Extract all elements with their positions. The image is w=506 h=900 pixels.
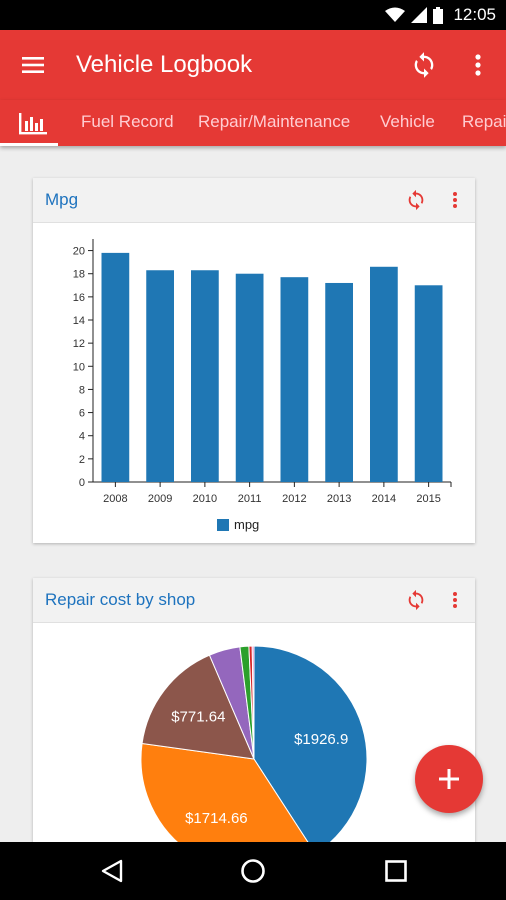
- more-vert-icon[interactable]: [447, 589, 463, 611]
- tab-charts[interactable]: [0, 100, 58, 146]
- mpg-bar: [280, 277, 309, 482]
- wifi-icon: [385, 7, 406, 22]
- mpg-bar: [325, 282, 353, 482]
- y-tick-label: 12: [73, 338, 85, 350]
- tab-bar: Fuel Record Repair/Maintenance Vehicle R…: [0, 100, 506, 146]
- y-tick-label: 18: [73, 269, 85, 281]
- home-icon[interactable]: [240, 858, 266, 884]
- add-fab-button[interactable]: [415, 745, 483, 813]
- status-bar: 12:05: [0, 0, 506, 30]
- x-tick-label: 2012: [282, 493, 306, 505]
- x-tick-label: 2015: [416, 493, 440, 505]
- sync-icon[interactable]: [410, 51, 438, 79]
- back-icon[interactable]: [100, 859, 124, 883]
- mpg-card-title: Mpg: [45, 190, 79, 209]
- legend-label: mpg: [234, 517, 259, 532]
- tab-repair[interactable]: Repair: [462, 112, 506, 131]
- pie-slice: [141, 654, 255, 760]
- y-tick-label: 0: [79, 477, 85, 489]
- app-title: Vehicle Logbook: [76, 51, 253, 78]
- bar-chart-icon: [19, 113, 47, 135]
- y-tick-label: 14: [73, 315, 85, 327]
- refresh-icon[interactable]: [405, 589, 427, 611]
- mpg-bar-chart: 0 2 4 6 8 10 12 14 16 18 20 2008 2009 2010 2011 2012 201…: [73, 239, 452, 532]
- tab-selected-indicator: [0, 143, 58, 146]
- plus-icon: [439, 769, 459, 789]
- repair-cost-card: Repair cost by shop $1926.9 $1714.66 $771.…: [33, 578, 475, 858]
- pie-slice-label: $1714.66: [185, 810, 248, 827]
- y-tick-label: 8: [79, 384, 85, 396]
- mpg-bar: [235, 273, 264, 482]
- mpg-bar: [101, 252, 130, 482]
- mpg-card-header: Mpg: [33, 178, 475, 223]
- y-tick-label: 20: [73, 246, 85, 258]
- y-tick-label: 6: [79, 408, 85, 420]
- y-tick-label: 4: [79, 431, 85, 443]
- more-vert-icon[interactable]: [447, 189, 463, 211]
- tab-vehicle[interactable]: Vehicle: [380, 112, 435, 131]
- tab-fuel-record[interactable]: Fuel Record: [81, 112, 174, 131]
- cellular-icon: [411, 7, 428, 23]
- repair-card-header: Repair cost by shop: [33, 578, 475, 623]
- navigation-bar: [0, 842, 506, 900]
- app-bar: Vehicle Logbook: [0, 30, 506, 100]
- x-tick-label: 2009: [148, 493, 172, 505]
- y-tick-label: 16: [73, 292, 85, 304]
- y-tick-label: 2: [79, 454, 85, 466]
- pie-slice-label: $771.64: [171, 708, 225, 725]
- mpg-bar: [414, 285, 443, 482]
- status-icons: 12:05: [385, 5, 496, 25]
- mpg-bar: [370, 266, 398, 482]
- x-tick-label: 2014: [372, 493, 396, 505]
- menu-icon[interactable]: [22, 53, 46, 77]
- battery-icon: [433, 6, 444, 24]
- x-tick-label: 2008: [103, 493, 127, 505]
- recents-icon[interactable]: [385, 860, 407, 882]
- x-tick-label: 2010: [193, 493, 217, 505]
- status-time: 12:05: [453, 5, 496, 24]
- y-tick-label: 10: [73, 361, 85, 373]
- pie-slice-label: $1926.9: [294, 731, 348, 748]
- pie-slice: [251, 645, 255, 760]
- mpg-bar: [191, 270, 219, 482]
- x-tick-label: 2011: [238, 493, 262, 505]
- mpg-bar: [146, 270, 174, 482]
- legend-swatch: [217, 519, 229, 531]
- more-vert-icon[interactable]: [466, 51, 490, 79]
- refresh-icon[interactable]: [405, 189, 427, 211]
- mpg-card: Mpg 0 2 4 6 8 10 12 14 16 18 20 2008 2009 2010 2011 201…: [33, 178, 475, 543]
- tab-repair-maintenance[interactable]: Repair/Maintenance: [198, 112, 351, 131]
- x-tick-label: 2013: [327, 493, 351, 505]
- repair-cost-pie-chart: $1926.9 $1714.66 $771.64: [140, 645, 368, 858]
- repair-card-title: Repair cost by shop: [45, 590, 196, 609]
